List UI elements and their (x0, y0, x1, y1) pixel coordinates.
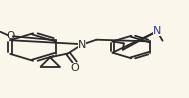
Text: O: O (70, 63, 79, 73)
Text: N: N (153, 26, 161, 36)
Text: N: N (78, 40, 86, 50)
Text: O: O (6, 31, 15, 41)
